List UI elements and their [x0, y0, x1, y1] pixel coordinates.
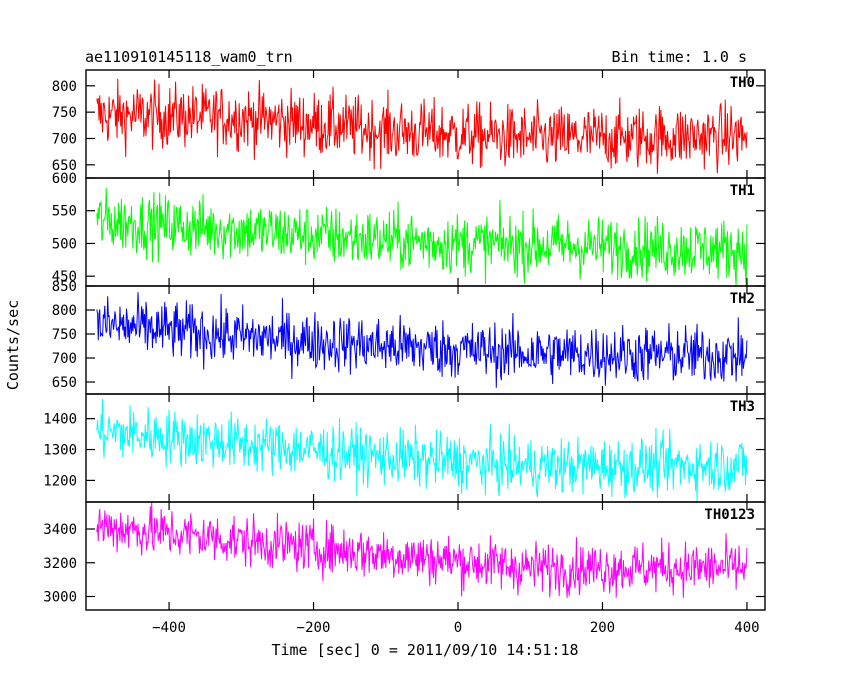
y-tick-label-th0: 750: [52, 105, 77, 121]
panel-th3: 1200 1300 1400 TH3: [43, 393, 766, 503]
series-th1: [96, 187, 748, 286]
y-tick-label-th2: 650: [52, 375, 77, 391]
y-tick-label-th1: 500: [52, 236, 77, 252]
panel-th0: 650 700 750 800 TH0: [52, 69, 766, 179]
panel-th2: 650 700 750 800 850 TH2: [52, 279, 766, 395]
y-tick-label-th0: 650: [52, 158, 77, 174]
series-th0123: [96, 502, 748, 598]
figure-title: ae110910145118_wam0_trn: [85, 48, 293, 66]
y-tick-label-th0123: 3200: [43, 556, 77, 572]
x-tick-label: 400: [734, 620, 759, 636]
x-tick-label: 0: [454, 620, 462, 636]
y-tick-label-th1: 550: [52, 204, 77, 220]
bin-time-label: Bin time: 1.0 s: [612, 48, 747, 66]
panel-th1: 450 500 550 600 TH1: [52, 171, 766, 287]
y-tick-label-th0: 800: [52, 79, 77, 95]
series-th3: [96, 398, 748, 502]
x-axis-label: Time [sec] 0 = 2011/09/10 14:51:18: [271, 641, 578, 659]
panel-label-th3: TH3: [730, 399, 755, 415]
y-tick-label-th1: 450: [52, 269, 77, 285]
x-tick-label: −400: [152, 620, 186, 636]
y-tick-label-th2: 750: [52, 327, 77, 343]
y-tick-label-th2: 800: [52, 303, 77, 319]
panel-label-th2: TH2: [730, 291, 755, 307]
x-axis: −400 −200 0 200 400: [152, 620, 759, 636]
panel-frame-th0123: [85, 501, 766, 611]
panel-th0123: 3000 3200 3400 TH0123: [43, 501, 766, 611]
y-tick-label-th3: 1200: [43, 473, 77, 489]
panel-frame-th2: [85, 285, 766, 395]
y-tick-label-th3: 1400: [43, 412, 77, 428]
panel-label-th1: TH1: [730, 183, 755, 199]
y-tick-label-th2: 850: [52, 279, 77, 295]
y-tick-label-th0123: 3000: [43, 590, 77, 606]
y-tick-label-th3: 1300: [43, 443, 77, 459]
y-tick-label-th0: 700: [52, 131, 77, 147]
panel-label-th0123: TH0123: [704, 507, 755, 523]
x-tick-label: 200: [590, 620, 615, 636]
series-th0: [96, 78, 748, 174]
x-tick-label: −200: [297, 620, 331, 636]
series-th2: [96, 292, 748, 388]
panel-label-th0: TH0: [730, 75, 755, 91]
y-tick-label-th0123: 3400: [43, 522, 77, 538]
y-tick-label-th2: 700: [52, 351, 77, 367]
panel-stack: 650 700 750 800 TH0 450 500 550 600 TH1 650 700 750 8…: [43, 69, 766, 611]
y-axis-label: Counts/sec: [4, 300, 22, 390]
y-tick-label-th1: 600: [52, 171, 77, 187]
